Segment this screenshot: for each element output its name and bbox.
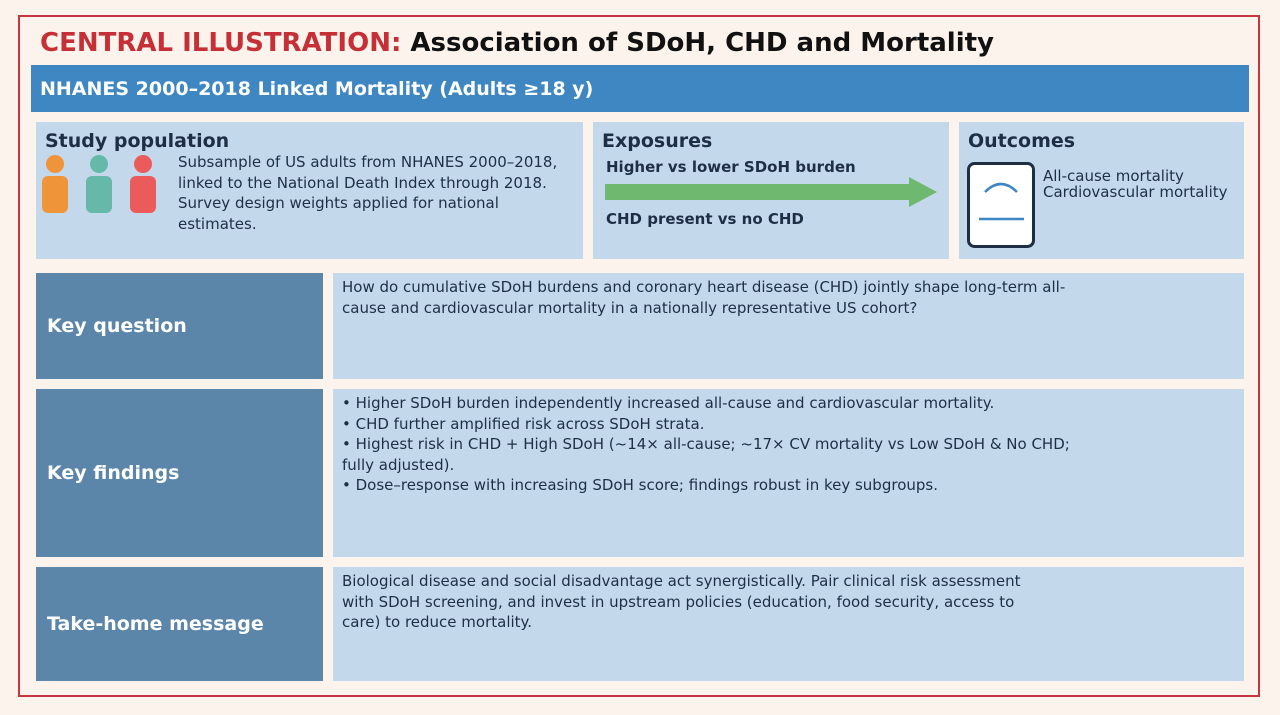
- exposure-chd: CHD present vs no CHD: [606, 210, 804, 228]
- exposures-heading: Exposures: [602, 130, 713, 152]
- key-findings-box: • Higher SDoH burden independently incre…: [333, 389, 1244, 557]
- outcome-all-cause: All-cause mortality: [1043, 167, 1184, 185]
- outcome-cardiovascular: Cardiovascular mortality: [1043, 183, 1228, 201]
- finding-bullet: • Dose–response with increasing SDoH sco…: [342, 476, 938, 494]
- outcomes-panel: Outcomes All-cause mortality Cardiovascu…: [959, 122, 1244, 259]
- cohort-banner: NHANES 2000–2018 Linked Mortality (Adult…: [31, 65, 1249, 112]
- person-icon-orange: [42, 155, 68, 215]
- person-head: [134, 155, 152, 173]
- study-population-text: Subsample of US adults from NHANES 2000–…: [178, 153, 558, 233]
- finding-bullet: • Highest risk in CHD + High SDoH (~14× …: [342, 435, 1070, 474]
- arrow-shape: [605, 177, 937, 207]
- key-question-box: How do cumulative SDoH burdens and coron…: [333, 273, 1244, 379]
- person-body: [130, 176, 156, 213]
- person-head: [90, 155, 108, 173]
- key-question-label: Key question: [36, 273, 323, 379]
- title-main: Association of SDoH, CHD and Mortality: [410, 28, 994, 58]
- person-icon-teal: [86, 155, 112, 215]
- exposures-panel: Exposures Higher vs lower SDoH burden CH…: [593, 122, 949, 259]
- exposure-sdoh: Higher vs lower SDoH burden: [606, 158, 856, 176]
- key-findings-label: Key findings: [36, 389, 323, 557]
- title-prefix: CENTRAL ILLUSTRATION:: [40, 28, 402, 58]
- person-body: [42, 176, 68, 213]
- study-population-heading: Study population: [45, 130, 230, 152]
- figure-title: CENTRAL ILLUSTRATION: Association of SDo…: [40, 28, 994, 58]
- exposure-arrow-icon: [605, 177, 937, 207]
- person-head: [46, 155, 64, 173]
- person-body: [86, 176, 112, 213]
- take-home-text: Biological disease and social disadvanta…: [342, 572, 1021, 631]
- outcomes-heading: Outcomes: [968, 130, 1076, 152]
- finding-bullet: • Higher SDoH burden independently incre…: [342, 394, 995, 412]
- figure-frame: [18, 15, 1260, 697]
- study-population-panel: Study population Subsample of US adults …: [36, 122, 583, 259]
- tablet-icon: [967, 162, 1035, 248]
- take-home-box: Biological disease and social disadvanta…: [333, 567, 1244, 681]
- key-question-text: How do cumulative SDoH burdens and coron…: [342, 278, 1066, 317]
- finding-bullet: • CHD further amplified risk across SDoH…: [342, 414, 705, 433]
- take-home-label: Take-home message: [36, 567, 323, 681]
- person-icon-red: [130, 155, 156, 215]
